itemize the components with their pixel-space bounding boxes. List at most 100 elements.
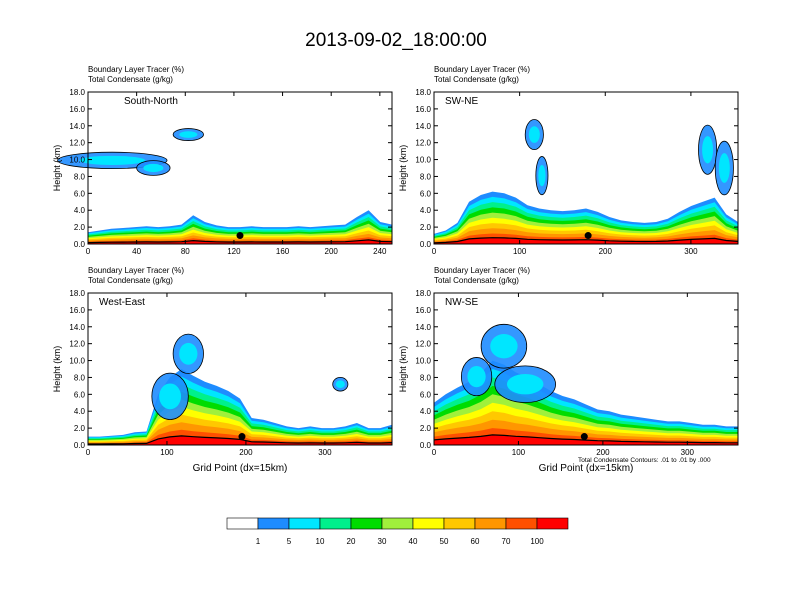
plot-frame (433, 91, 739, 245)
colorbar-swatch (443, 517, 476, 530)
x-tick-label: 200 (239, 448, 253, 457)
page-title: 2013-09-02_18:00:00 (305, 30, 487, 51)
condensate-contour (172, 128, 204, 141)
cloud-blob (490, 334, 518, 359)
colorbar-swatch (381, 517, 414, 530)
y-tick-label: 10.0 (69, 156, 85, 165)
y-tick-label: 16.0 (69, 105, 85, 114)
y-tick-label: 8.0 (420, 172, 432, 181)
y-tick-label: 4.0 (74, 407, 86, 416)
y-tick-label: 18.0 (415, 88, 431, 97)
colorbar-swatch (536, 517, 569, 530)
colorbar-label: 5 (287, 537, 292, 546)
cloud-blob (718, 153, 730, 183)
y-tick-label: 10.0 (415, 156, 431, 165)
cloud-blob (179, 342, 198, 365)
panel-header-line2: Total Condensate (g/kg) (434, 276, 519, 285)
panel-name: NW-SE (445, 297, 478, 308)
cloud-blob (702, 136, 714, 164)
terrain-line (87, 239, 393, 244)
cloud-blob (467, 365, 486, 388)
x-tick-label: 100 (513, 247, 527, 256)
location-marker (580, 433, 588, 441)
y-tick-label: 14.0 (415, 122, 431, 131)
y-tick-label: 16.0 (69, 306, 85, 315)
x-axis-label: Grid Point (dx=15km) (539, 463, 634, 474)
panel-sw-ne: 0.0 2.0 4.0 6.0 8.0 10.0 12.0 14.0 16.0 18.0 0 100 2… (398, 65, 739, 256)
plot-frame (433, 292, 739, 446)
colorbar-label: 70 (502, 537, 511, 546)
y-tick-label: 0.0 (420, 240, 432, 249)
contour-footnote: Total Condensate Contours: .01 to .01 by… (578, 457, 711, 464)
cloud-blob (179, 131, 198, 138)
colorbar-swatch (412, 517, 445, 530)
x-tick-label: 0 (432, 247, 437, 256)
colorbar-swatch (505, 517, 538, 530)
panel-header-line2: Total Condensate (g/kg) (88, 276, 173, 285)
y-tick-label: 12.0 (69, 340, 85, 349)
panel-west-east: 0.0 2.0 4.0 6.0 8.0 10.0 12.0 14.0 16.0 18.0 0 100 2… (52, 266, 393, 474)
panel-header-line1: Boundary Layer Tracer (%) (434, 266, 530, 275)
panel-south-north: 0.0 2.0 4.0 6.0 8.0 10.0 12.0 14.0 16.0 18.0 0 40 80… (52, 65, 393, 256)
y-tick-label: 4.0 (420, 206, 432, 215)
y-tick-label: 2.0 (74, 424, 86, 433)
colorbar-label: 10 (316, 537, 325, 546)
x-tick-label: 100 (512, 448, 526, 457)
x-tick-label: 0 (432, 448, 437, 457)
condensate-contour (57, 151, 168, 170)
colorbar-label: 60 (471, 537, 480, 546)
y-tick-label: 0.0 (74, 441, 86, 450)
y-tick-label: 12.0 (69, 139, 85, 148)
cloud-blob (79, 155, 146, 165)
colorbar-swatch (288, 517, 321, 530)
x-tick-label: 200 (325, 247, 339, 256)
x-tick-label: 100 (160, 448, 174, 457)
y-axis-label: Height (km) (52, 346, 62, 393)
y-tick-label: 2.0 (74, 223, 86, 232)
x-tick-label: 300 (684, 247, 698, 256)
y-tick-label: 6.0 (74, 390, 86, 399)
x-tick-label: 240 (373, 247, 387, 256)
x-axis-label: Grid Point (dx=15km) (193, 463, 288, 474)
y-tick-label: 12.0 (415, 340, 431, 349)
y-tick-label: 10.0 (415, 357, 431, 366)
cloud-blob (159, 383, 182, 410)
cloud-blob (528, 126, 540, 143)
condensate-contour (494, 365, 557, 403)
bl-tracer-band (434, 237, 738, 244)
colorbar-swatch (257, 517, 290, 530)
x-tick-label: 300 (318, 448, 332, 457)
y-tick-label: 10.0 (69, 357, 85, 366)
panel-header-line2: Total Condensate (g/kg) (434, 75, 519, 84)
y-tick-label: 6.0 (74, 189, 86, 198)
y-tick-label: 18.0 (69, 289, 85, 298)
location-marker (238, 433, 246, 441)
y-axis-label: Height (km) (398, 346, 408, 393)
x-tick-label: 40 (132, 247, 141, 256)
y-tick-label: 14.0 (415, 323, 431, 332)
cloud-blob (538, 164, 546, 187)
colorbar-swatch (226, 517, 259, 530)
colorbar-label: 1 (256, 537, 261, 546)
cloud-blob (335, 380, 345, 389)
y-tick-label: 8.0 (420, 373, 432, 382)
y-tick-label: 14.0 (69, 122, 85, 131)
cloud-blob (506, 374, 544, 395)
colorbar-label: 50 (440, 537, 449, 546)
y-tick-label: 12.0 (415, 139, 431, 148)
y-tick-label: 18.0 (415, 289, 431, 298)
bl-tracer-band (88, 239, 392, 244)
y-tick-label: 6.0 (420, 189, 432, 198)
plot-frame (87, 91, 393, 245)
panel-header-line2: Total Condensate (g/kg) (88, 75, 173, 84)
location-marker (584, 232, 592, 240)
condensate-contour (698, 124, 718, 175)
panel-nw-se: 0.0 2.0 4.0 6.0 8.0 10.0 12.0 14.0 16.0 18.0 0 100 2… (398, 266, 739, 474)
y-tick-label: 2.0 (420, 223, 432, 232)
condensate-contour (524, 119, 544, 151)
y-tick-label: 2.0 (420, 424, 432, 433)
y-tick-label: 0.0 (420, 441, 432, 450)
x-tick-label: 200 (599, 247, 613, 256)
colorbar-label: 40 (409, 537, 418, 546)
x-tick-label: 300 (681, 448, 695, 457)
